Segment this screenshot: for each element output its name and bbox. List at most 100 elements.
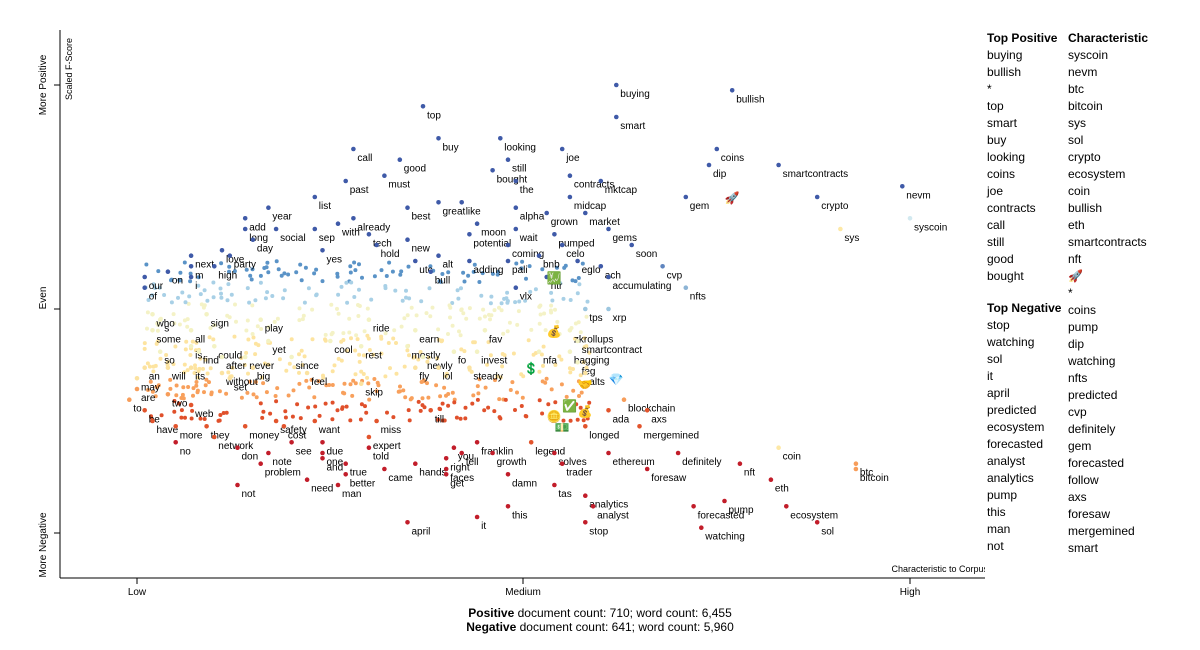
term-point-67[interactable]	[165, 269, 171, 275]
term-point-114[interactable]	[227, 376, 233, 381]
term-point-58[interactable]	[467, 258, 472, 264]
top-positive-item-12[interactable]: good	[987, 252, 1014, 266]
term-point-148[interactable]	[606, 450, 611, 456]
term-point-153[interactable]	[459, 450, 465, 456]
term-point-171[interactable]	[235, 482, 240, 488]
term-point-57[interactable]	[436, 253, 441, 258]
term-point-1[interactable]	[614, 82, 619, 88]
term-point-74[interactable]	[583, 306, 588, 312]
term-point-53[interactable]	[320, 248, 325, 253]
term-point-149[interactable]	[675, 450, 681, 456]
term-point-18[interactable]	[513, 178, 519, 184]
term-point-17[interactable]	[598, 178, 604, 184]
term-point-180[interactable]	[474, 514, 480, 520]
top-negative-item-2[interactable]: sol	[987, 352, 1003, 366]
term-point-140[interactable]	[289, 440, 294, 445]
term-point-165[interactable]	[853, 466, 859, 472]
term-point-37[interactable]	[312, 226, 318, 232]
term-point-68[interactable]	[188, 274, 194, 280]
term-point-107[interactable]	[219, 370, 225, 376]
term-point-60[interactable]	[575, 258, 580, 264]
term-point-119[interactable]	[127, 397, 132, 403]
term-point-110[interactable]	[436, 365, 441, 371]
top-positive-item-9[interactable]: contracts	[987, 201, 1036, 215]
term-point-166[interactable]	[343, 472, 349, 477]
characteristic-item-15[interactable]: coins	[1068, 303, 1097, 317]
term-point-88[interactable]	[328, 338, 333, 344]
term-point-51[interactable]	[219, 248, 225, 253]
term-point-124[interactable]	[606, 408, 611, 413]
term-point-21[interactable]	[436, 200, 441, 205]
term-point-32[interactable]	[351, 216, 356, 221]
characteristic-item-10[interactable]: eth	[1068, 218, 1085, 232]
term-point-97[interactable]	[451, 349, 457, 355]
term-point-83[interactable]	[150, 328, 155, 333]
term-point-105[interactable]	[165, 365, 171, 371]
term-point-145[interactable]	[451, 445, 457, 451]
term-point-94[interactable]	[157, 349, 163, 355]
term-point-78[interactable]	[157, 317, 163, 323]
term-point-49[interactable]	[559, 242, 565, 248]
term-point-72[interactable]	[513, 285, 519, 291]
term-point-147[interactable]	[552, 450, 557, 456]
term-point-54[interactable]	[536, 253, 542, 258]
term-point-93[interactable]	[567, 349, 573, 355]
top-negative-item-13[interactable]: not	[987, 539, 1004, 553]
emoji-term-0[interactable]: 🚀	[725, 191, 740, 205]
term-point-71[interactable]	[142, 285, 147, 291]
term-point-177[interactable]	[590, 504, 596, 509]
top-positive-item-6[interactable]: looking	[987, 150, 1026, 164]
term-point-152[interactable]	[320, 450, 325, 456]
term-point-45[interactable]	[250, 237, 256, 242]
term-point-13[interactable]	[706, 162, 712, 168]
term-point-142[interactable]	[366, 445, 372, 451]
term-point-29[interactable]	[544, 210, 549, 216]
term-point-121[interactable]	[188, 402, 194, 408]
term-point-55[interactable]	[188, 253, 194, 258]
emoji-term-7[interactable]: 💰	[578, 404, 593, 418]
term-point-23[interactable]	[567, 194, 573, 200]
top-negative-item-0[interactable]: stop	[987, 318, 1010, 332]
term-point-4[interactable]	[498, 136, 503, 141]
characteristic-item-18[interactable]: watching	[1068, 354, 1116, 368]
term-point-75[interactable]	[606, 306, 611, 312]
term-point-22[interactable]	[459, 200, 465, 205]
term-point-69[interactable]	[544, 274, 549, 280]
term-point-85[interactable]	[482, 328, 488, 333]
term-point-129[interactable]	[173, 424, 178, 429]
top-negative-item-11[interactable]: this	[987, 505, 1006, 519]
term-point-34[interactable]	[474, 221, 480, 226]
term-point-27[interactable]	[405, 205, 410, 210]
term-point-12[interactable]	[714, 146, 720, 152]
characteristic-item-6[interactable]: crypto	[1068, 150, 1101, 164]
top-positive-item-10[interactable]: call	[987, 218, 1006, 232]
characteristic-item-7[interactable]: ecosystem	[1068, 167, 1126, 181]
term-point-182[interactable]	[405, 520, 410, 525]
term-point-101[interactable]	[242, 354, 248, 360]
term-point-173[interactable]	[552, 482, 557, 488]
term-point-161[interactable]	[853, 461, 859, 467]
term-point-139[interactable]	[173, 440, 178, 445]
term-point-164[interactable]	[644, 466, 650, 472]
characteristic-item-12[interactable]: nft	[1068, 252, 1082, 266]
term-point-111[interactable]	[467, 365, 472, 371]
top-negative-item-7[interactable]: forecasted	[987, 437, 1044, 451]
term-point-112[interactable]	[304, 370, 310, 376]
characteristic-item-8[interactable]: coin	[1068, 184, 1091, 198]
term-point-15[interactable]	[343, 178, 349, 184]
characteristic-item-19[interactable]: nfts	[1068, 371, 1088, 385]
term-point-43[interactable]	[366, 232, 372, 237]
term-point-61[interactable]	[598, 264, 604, 269]
characteristic-item-11[interactable]: smartcontracts	[1068, 235, 1147, 249]
term-point-47[interactable]	[405, 237, 410, 242]
term-point-135[interactable]	[637, 424, 642, 429]
emoji-term-1[interactable]: 💹	[547, 271, 562, 285]
term-point-174[interactable]	[583, 493, 588, 499]
characteristic-item-0[interactable]: syscoin	[1068, 48, 1109, 62]
characteristic-item-2[interactable]: btc	[1068, 82, 1085, 96]
characteristic-item-23[interactable]: gem	[1068, 439, 1092, 453]
term-point-59[interactable]	[505, 258, 511, 264]
emoji-term-8[interactable]: 🪙	[547, 410, 562, 424]
term-point-141[interactable]	[320, 440, 325, 445]
term-point-151[interactable]	[266, 450, 271, 456]
